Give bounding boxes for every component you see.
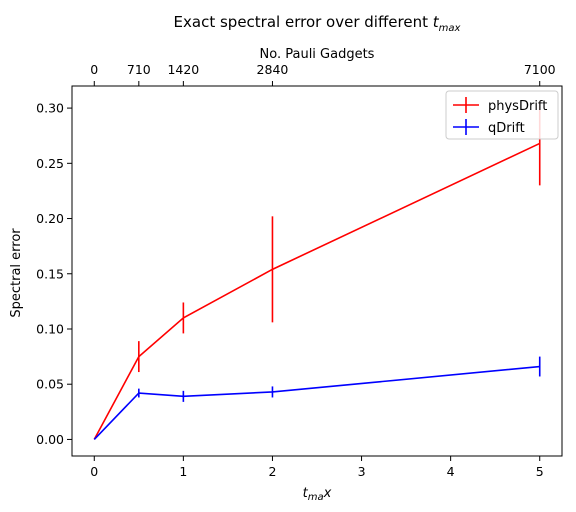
- x-tick-label: 4: [447, 464, 455, 479]
- y-tick-label: 0.30: [36, 101, 64, 116]
- top-tick-label: 1420: [167, 62, 199, 77]
- legend: physDrift qDrift: [445, 90, 559, 140]
- y-tick-label: 0.20: [36, 211, 64, 226]
- top-tick-label: 7100: [524, 62, 556, 77]
- y-tick-label: 0.05: [36, 377, 64, 392]
- y-tick-label: 0.15: [36, 266, 64, 281]
- legend-label: qDrift: [488, 121, 525, 136]
- y-axis-label: Spectral error: [9, 228, 24, 318]
- plot-frame: [71, 85, 563, 457]
- y-tick-label: 0.25: [36, 156, 64, 171]
- svg-text:tmax: tmax: [303, 486, 332, 503]
- series-layer: [93, 101, 541, 440]
- chart-title-text: Exact spectral error over different: [174, 13, 433, 31]
- x-axis-label-suffix: x: [323, 486, 332, 501]
- x-axis-label-var: t: [303, 486, 309, 501]
- y-tick-label: 0.10: [36, 321, 64, 336]
- plot-area: [72, 86, 562, 456]
- chart-title: Exact spectral error over different tmax: [174, 13, 461, 34]
- x-tick-label: 2: [268, 464, 276, 479]
- x-axis-label: tmax: [303, 486, 332, 503]
- legend-label: physDrift: [488, 99, 547, 114]
- top-tick-label: 0: [90, 62, 98, 77]
- y-tick-label: 0.00: [36, 432, 64, 447]
- chart-title-sub: max: [439, 23, 461, 34]
- x-tick-label: 5: [536, 464, 544, 479]
- x-tick-label: 1: [179, 464, 187, 479]
- x-tick-label: 0: [90, 464, 98, 479]
- chart-title-var: t: [433, 13, 440, 31]
- x-axis-label-sub: ma: [308, 492, 324, 503]
- svg-text:Exact spectral error over diff: Exact spectral error over different tmax: [174, 13, 461, 34]
- x-tick-label: 3: [358, 464, 366, 479]
- top-x-axis-label: No. Pauli Gadgets: [260, 47, 375, 62]
- top-tick-label: 710: [127, 62, 151, 77]
- top-tick-label: 2840: [257, 62, 289, 77]
- plot-background: [72, 86, 562, 456]
- axes-layer: 0 1 2 3 4 5 0.00 0.05 0.10 0.15 0.20 0.25 0.30 0 710 14…: [36, 62, 563, 479]
